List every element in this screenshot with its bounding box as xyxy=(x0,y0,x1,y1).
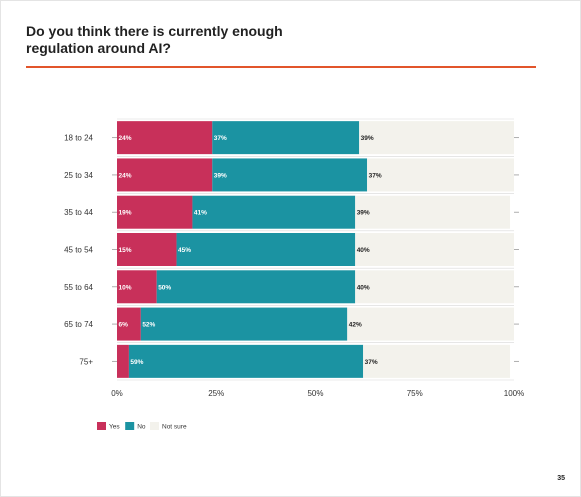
bar-yes xyxy=(117,233,177,266)
data-label: 45% xyxy=(178,247,191,254)
data-label: 40% xyxy=(357,247,370,254)
bar-no xyxy=(128,344,364,378)
bar-no xyxy=(176,233,356,266)
category-label: 18 to 24 xyxy=(64,134,93,143)
bar-yes xyxy=(117,121,213,155)
data-label: 24% xyxy=(119,135,132,142)
x-tick-label: 25% xyxy=(208,389,224,398)
chart-title: Do you think there is currently enough r… xyxy=(26,23,283,56)
data-label: 59% xyxy=(130,359,143,366)
bar-not-sure xyxy=(367,158,514,192)
data-label: 37% xyxy=(369,172,382,179)
category-label: 65 to 74 xyxy=(64,320,93,329)
data-label: 42% xyxy=(349,322,362,329)
bar-yes xyxy=(117,307,141,341)
data-label: 50% xyxy=(158,284,171,291)
legend-swatch-not-sure xyxy=(150,422,159,430)
x-tick-label: 50% xyxy=(307,389,323,398)
legend-swatch-no xyxy=(125,422,135,430)
title-divider xyxy=(26,66,536,68)
data-label: 52% xyxy=(142,322,155,329)
bar-not-sure xyxy=(355,270,514,304)
legend-label: Yes xyxy=(109,424,120,431)
data-label: 10% xyxy=(119,284,132,291)
bar-yes xyxy=(117,158,213,192)
data-label: 39% xyxy=(214,172,227,179)
bar-not-sure xyxy=(363,344,511,378)
data-label: 39% xyxy=(357,210,370,217)
legend-label: No xyxy=(137,424,146,431)
x-tick-label: 100% xyxy=(504,389,524,398)
data-label: 40% xyxy=(357,284,370,291)
data-label: 24% xyxy=(119,172,132,179)
data-label: 37% xyxy=(214,135,227,142)
data-label: 19% xyxy=(119,210,132,217)
category-label: 35 to 44 xyxy=(64,208,93,217)
bar-not-sure xyxy=(359,121,514,155)
bar-yes xyxy=(117,195,193,229)
bar-no xyxy=(140,307,348,341)
data-label: 37% xyxy=(365,359,378,366)
category-label: 75+ xyxy=(79,357,93,366)
bar-yes xyxy=(117,270,157,304)
bar-no xyxy=(192,195,356,229)
legend-label: Not sure xyxy=(162,424,187,431)
bar-not-sure xyxy=(355,233,514,266)
bar-no xyxy=(156,270,356,304)
bar-not-sure xyxy=(355,195,511,229)
category-label: 45 to 54 xyxy=(64,246,93,255)
data-label: 6% xyxy=(119,322,129,329)
legend-swatch-yes xyxy=(97,422,106,430)
x-tick-label: 0% xyxy=(111,389,123,398)
bar-no xyxy=(212,121,360,155)
bar-yes xyxy=(117,344,129,378)
bar-not-sure xyxy=(347,307,514,341)
category-label: 25 to 34 xyxy=(64,171,93,180)
data-label: 15% xyxy=(119,247,132,254)
bar-no xyxy=(212,158,368,192)
page-number: 35 xyxy=(557,475,565,482)
x-tick-label: 75% xyxy=(407,389,423,398)
data-label: 41% xyxy=(194,210,207,217)
category-label: 55 to 64 xyxy=(64,283,93,292)
data-label: 39% xyxy=(361,135,374,142)
